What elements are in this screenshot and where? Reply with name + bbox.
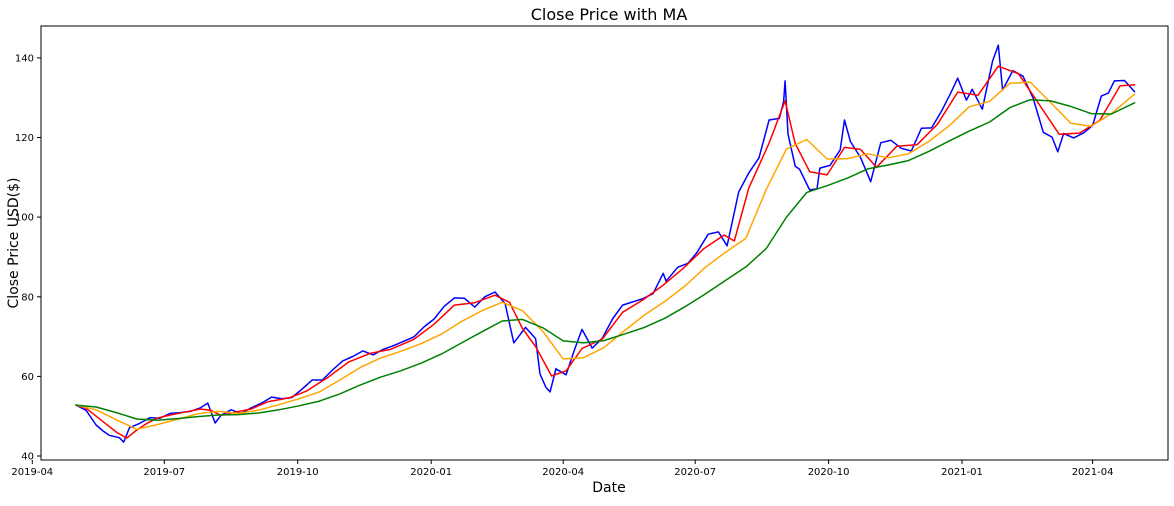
y-axis-label: Close Price USD($)	[6, 178, 22, 309]
x-tick-label: 2021-04	[1072, 467, 1114, 478]
axes-frame	[40, 25, 1169, 461]
y-tick-label: 40	[21, 452, 34, 463]
x-tick-label: 2020-04	[542, 467, 584, 478]
x-tick-label: 2019-07	[143, 467, 185, 478]
chart-title: Close Price with MA	[531, 5, 688, 24]
y-tick-label: 80	[21, 292, 34, 303]
x-tick-label: 2020-01	[410, 467, 452, 478]
y-tick-label: 140	[15, 53, 34, 64]
x-tick-label: 2020-07	[674, 467, 716, 478]
y-axis-ticks: 40 60 80 100 120 140	[15, 53, 41, 463]
x-tick-label: 2021-01	[941, 467, 983, 478]
x-tick-label: 2020-10	[808, 467, 850, 478]
y-tick-label: 100	[15, 213, 34, 224]
y-tick-label: 120	[15, 133, 34, 144]
series-line-2	[75, 65, 1136, 439]
series-line-4	[75, 98, 1136, 421]
x-axis-label: Date	[592, 480, 625, 496]
y-tick-label: 60	[21, 372, 34, 383]
series-line-3	[75, 81, 1136, 431]
series-group	[75, 44, 1136, 443]
x-tick-label: 2019-04	[11, 467, 53, 478]
plot-area	[40, 25, 1169, 461]
x-axis-ticks: 2019-04 2019-07 2019-10 2020-01 2020-04 2020-…	[11, 460, 1113, 478]
x-tick-label: 2019-10	[277, 467, 319, 478]
